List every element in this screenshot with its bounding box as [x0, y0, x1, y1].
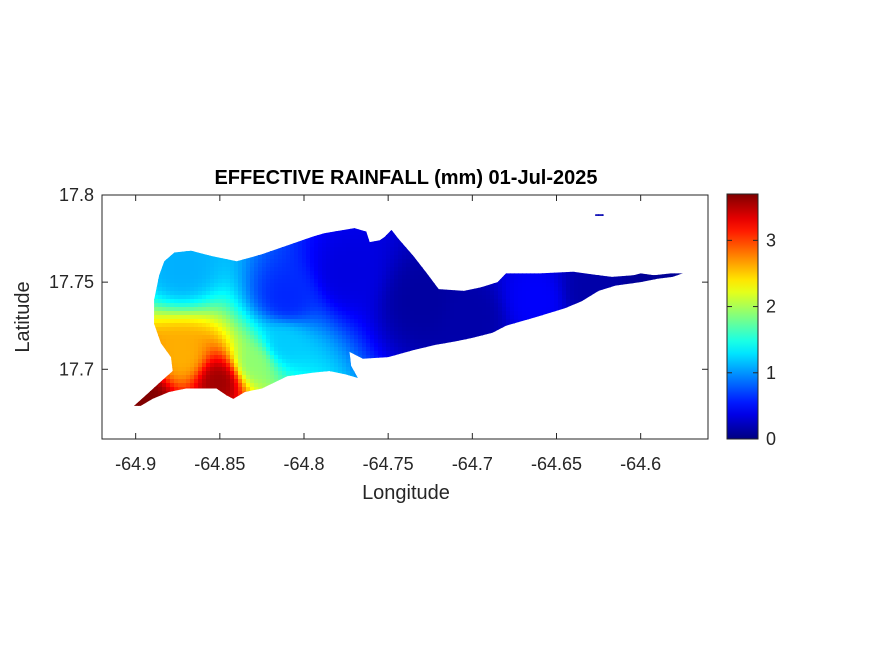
colorbar-tick-label: 0	[766, 429, 776, 449]
x-tick-label: -64.75	[363, 454, 414, 474]
axes-box	[101, 194, 709, 440]
x-axis-label: Longitude	[362, 482, 450, 504]
map-axes: -64.9 -64.85 -64.8 -64.75 -64.7 -64.65 -64.6 1…	[49, 185, 709, 474]
colorbar: 0 1 2 3	[726, 193, 776, 449]
x-tick-label: -64.6	[620, 454, 661, 474]
y-tick-label: 17.8	[59, 185, 94, 205]
colorbar-tick-label: 1	[766, 363, 776, 383]
colorbar-tick-label: 2	[766, 297, 776, 317]
plot-title: EFFECTIVE RAINFALL (mm) 01-Jul-2025	[214, 167, 597, 189]
x-tick-label: -64.65	[531, 454, 582, 474]
x-axis-ticks: -64.9 -64.85 -64.8 -64.75 -64.7 -64.65 -64.6	[115, 195, 661, 474]
colorbar-gradient	[727, 194, 758, 439]
x-tick-label: -64.8	[283, 454, 324, 474]
colorbar-box	[726, 193, 759, 440]
y-tick-label: 17.7	[59, 359, 94, 379]
y-axis-label: Latitude	[12, 281, 34, 352]
x-tick-label: -64.9	[115, 454, 156, 474]
y-tick-label: 17.75	[49, 272, 94, 292]
colorbar-ticks: 0 1 2 3	[727, 230, 776, 449]
x-tick-label: -64.85	[194, 454, 245, 474]
colorbar-tick-label: 3	[766, 230, 776, 250]
y-axis-ticks: 17.7 17.75 17.8	[49, 185, 708, 379]
x-tick-label: -64.7	[452, 454, 493, 474]
